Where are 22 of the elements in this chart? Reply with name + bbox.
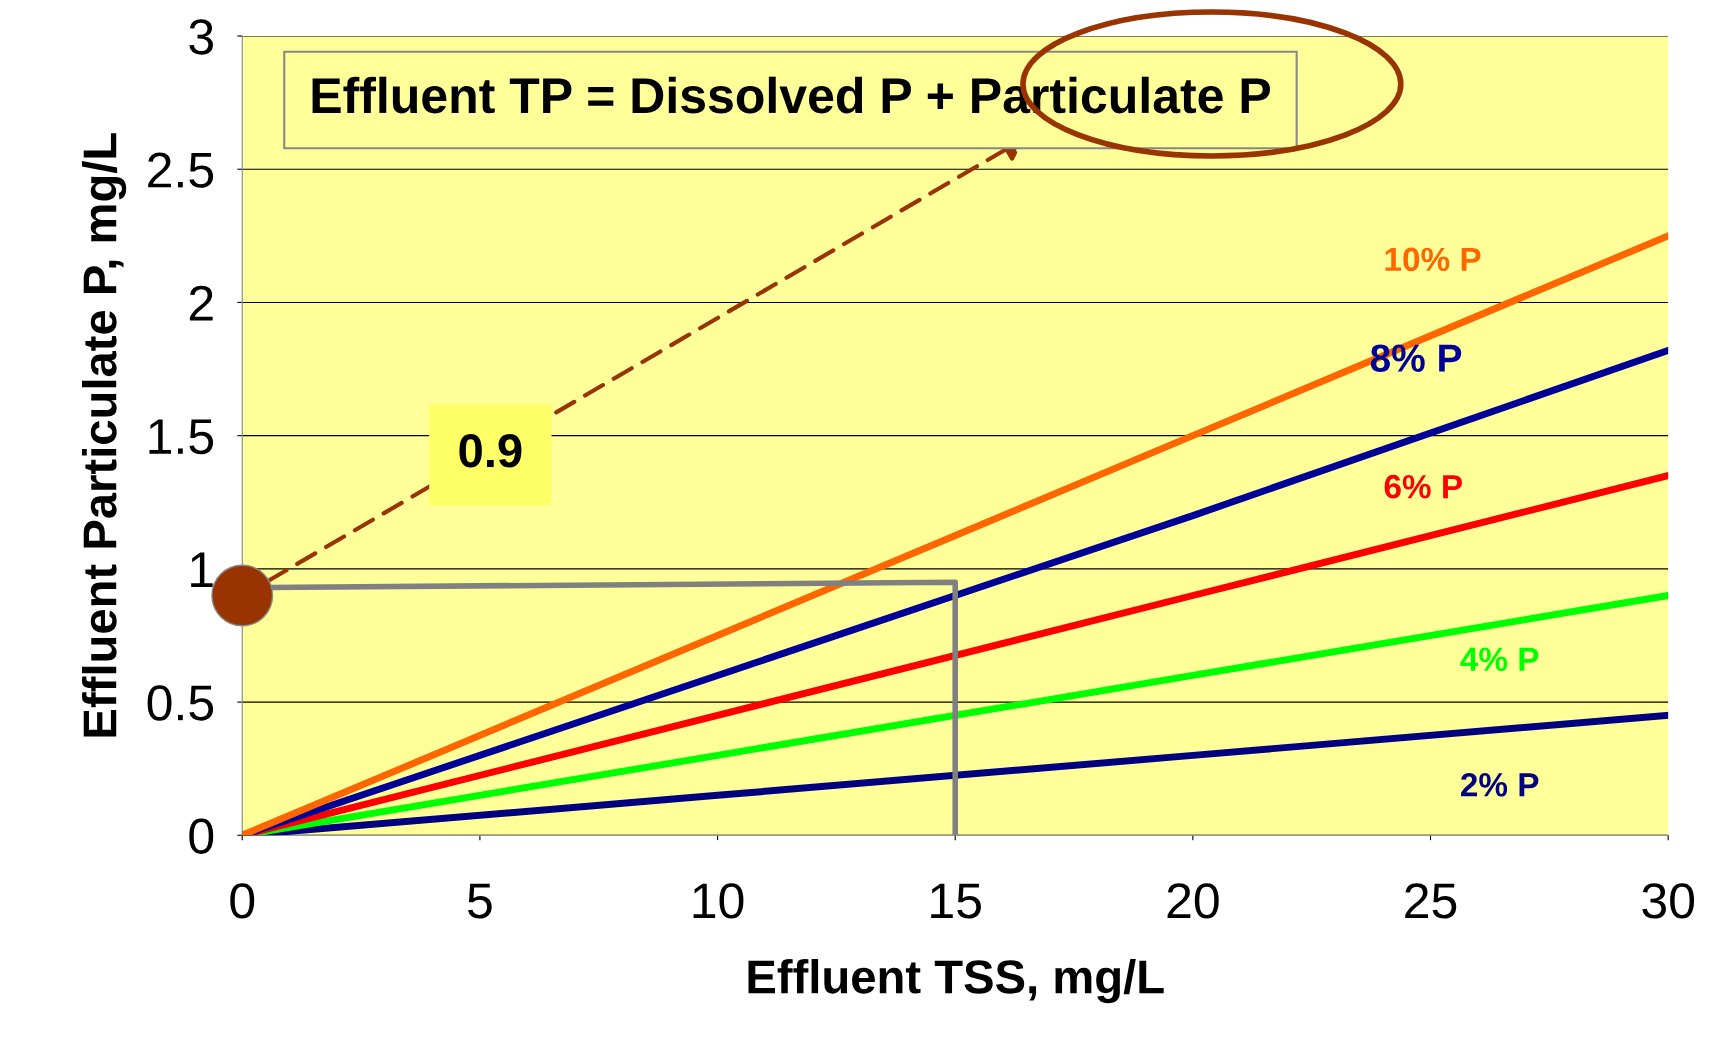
y-tick-label: 0.5 — [147, 685, 214, 721]
series-label: 8% P — [1370, 344, 1462, 372]
y-tick-label: 2 — [189, 285, 213, 321]
x-axis-title: Effluent TSS, mg/L — [748, 958, 1164, 1004]
x-tick-label: 10 — [693, 883, 744, 919]
y-tick-label: 3 — [189, 19, 213, 55]
series-label: 2% P — [1461, 772, 1539, 797]
x-tick-label: 30 — [1642, 883, 1695, 919]
annotation: 0.9 — [459, 434, 522, 468]
x-tick-label: 0 — [230, 883, 255, 919]
y-tick-label: 0 — [189, 818, 214, 854]
x-tick-label: 25 — [1405, 883, 1457, 919]
x-tick-label: 15 — [931, 883, 981, 919]
y-tick-label: 1.5 — [149, 419, 214, 455]
x-tick-label: 5 — [467, 883, 492, 919]
x-tick-label: 20 — [1167, 883, 1219, 919]
series-label: 6% P — [1384, 474, 1462, 499]
y-tick-label: 2.5 — [148, 152, 214, 188]
y-axis-title: Effluent Particulate P, mg/L — [81, 133, 127, 737]
series-label: 10% P — [1385, 247, 1481, 272]
y-tick-label: 1 — [191, 552, 213, 587]
series-label: 4% P — [1460, 647, 1539, 672]
